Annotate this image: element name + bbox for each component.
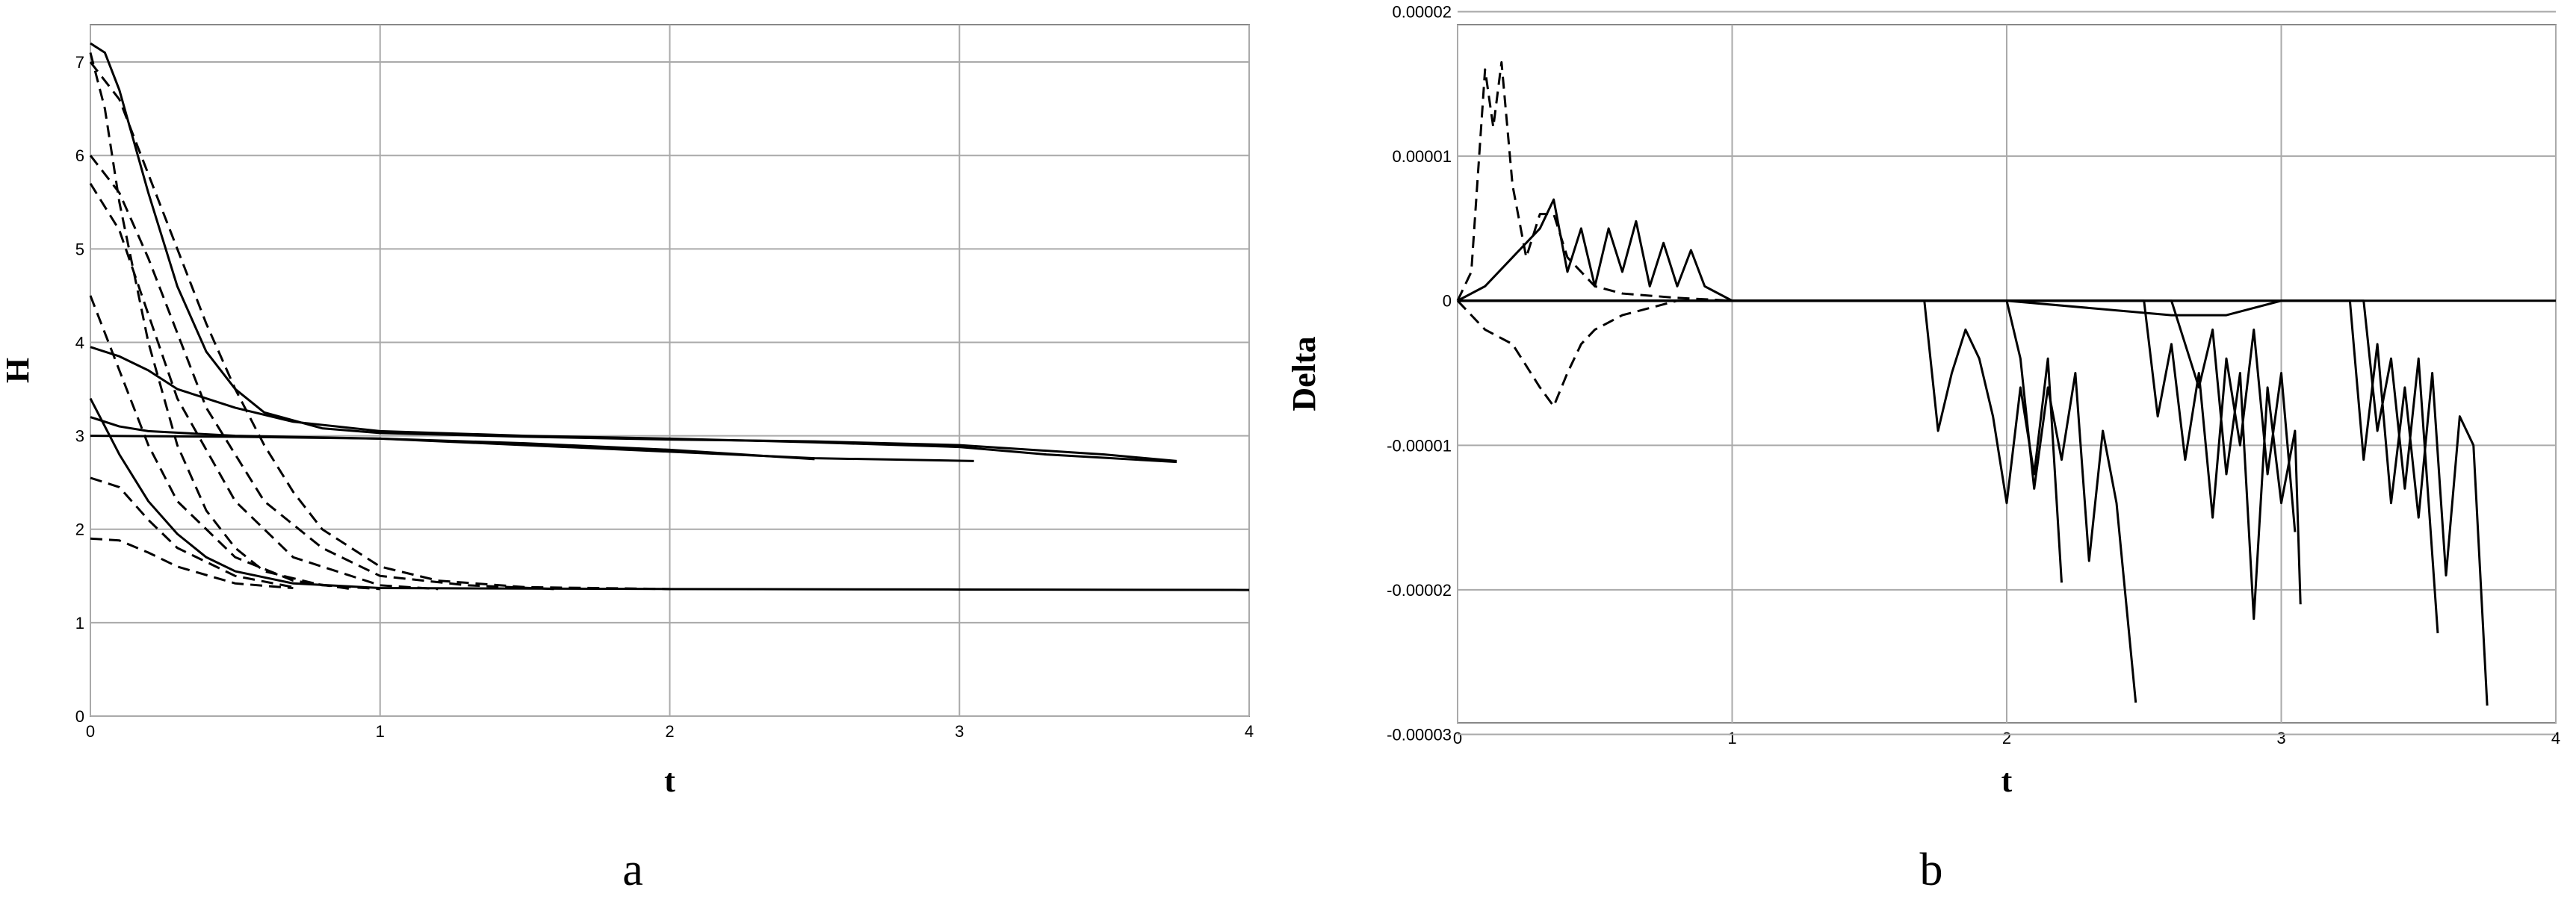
data-line [1458,299,2556,317]
x-tick-label: 2 [2002,729,2011,747]
data-line [89,397,1250,591]
chart: 0 1 2 3 4 -0.00003 -0.00002 -0.00001 0 0.00001 0.0… [1286,3,2560,895]
data-line [1458,299,2297,532]
chart: 0 1 2 3 4 0 1 2 3 4 5 6 7 t Ha [0,24,1254,895]
x-tick-label: 1 [1727,729,1736,747]
data-line [90,537,294,590]
x-tick-label: 4 [2551,729,2560,747]
data-line [89,61,670,591]
y-tick-label: 0 [75,707,84,726]
y-axis-label: H [0,358,36,383]
y-tick-label: 0 [1443,292,1452,311]
data-line [90,346,1177,464]
data-line [1457,198,1787,302]
y-tick-label: 0.00002 [1392,3,1452,22]
x-tick-label: 3 [955,722,964,741]
data-line [89,295,352,591]
x-tick-label: 2 [665,722,674,741]
data-line [1456,299,1733,408]
x-tick-label: 3 [2276,729,2285,747]
caption: a [622,845,643,895]
y-tick-label: -0.00003 [1387,725,1452,744]
data-line [89,155,554,591]
y-tick-label: 4 [75,333,84,352]
y-tick-label: 2 [75,520,84,539]
x-tick-label: 1 [376,722,385,741]
y-tick-label: 6 [75,146,84,165]
data-line [90,476,294,588]
x-axis-label: t [2001,762,2013,799]
y-tick-label: 7 [75,53,84,72]
caption: b [1920,845,1943,895]
x-tick-label: 0 [1453,729,1462,747]
data-line [89,52,380,591]
data-line [1456,60,1733,302]
y-axis-label: Delta [1286,336,1322,411]
y-tick-label: 1 [75,614,84,632]
data-line [89,182,439,591]
y-tick-label: 3 [75,427,84,446]
y-tick-label: -0.00001 [1387,436,1452,455]
y-tick-label: -0.00002 [1387,581,1452,600]
data-line [90,435,815,461]
y-tick-label: 0.00001 [1392,147,1452,166]
data-line [90,42,1177,462]
x-axis-label: t [664,762,675,799]
y-tick-label: 5 [75,240,84,258]
x-tick-label: 4 [1245,722,1254,741]
x-tick-label: 0 [86,722,95,741]
